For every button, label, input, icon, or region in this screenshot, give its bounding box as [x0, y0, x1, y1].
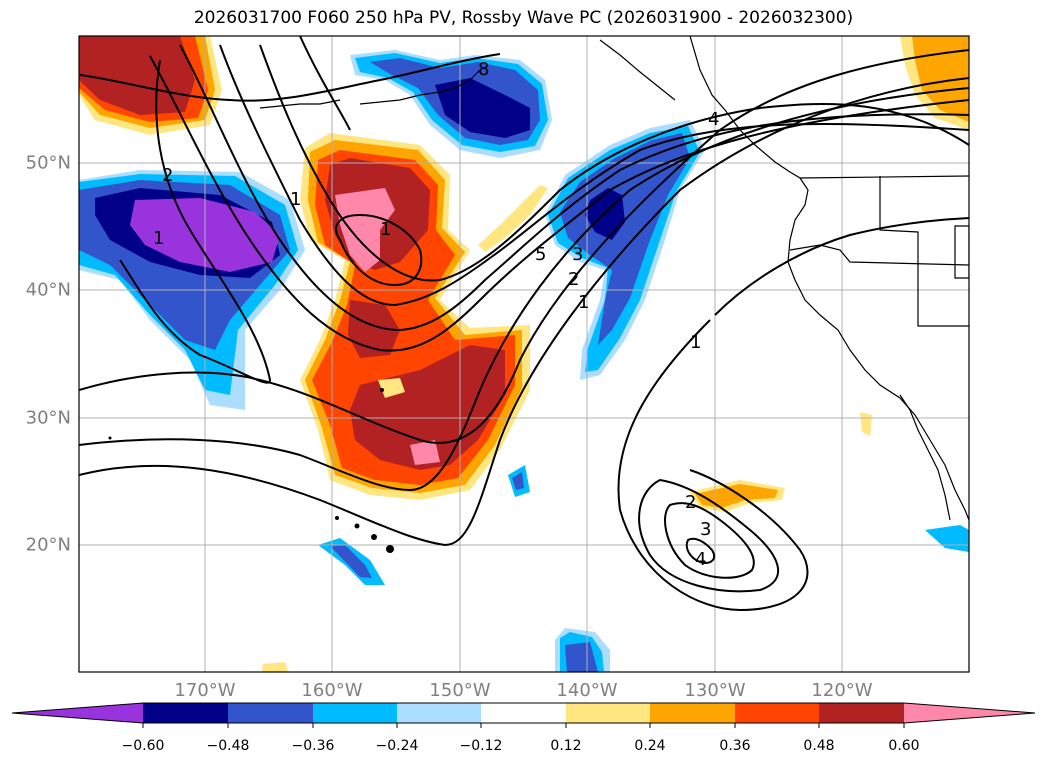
colorbar-extend-low	[12, 703, 143, 723]
contour-label: 3	[700, 519, 711, 540]
colorbar-segment	[481, 703, 566, 723]
latitude-label: 40°N	[25, 279, 71, 301]
colorbar	[11, 702, 1036, 728]
contour-label: 1	[380, 219, 391, 240]
colorbar-segment	[650, 703, 735, 723]
islands	[108, 388, 394, 553]
contour-label: 3	[572, 244, 583, 265]
colorbar-tick-label: −0.24	[375, 738, 419, 754]
contour-label: 2	[568, 269, 579, 290]
positive-anomaly-nw-corner	[79, 36, 222, 135]
latitude-label: 50°N	[25, 152, 71, 174]
longitude-label: 170°W	[174, 680, 236, 701]
colorbar-segment	[819, 703, 904, 723]
colorbar-segment	[313, 703, 397, 723]
map-area: 2 1 1 8 5 3 2 1 1 2 3 4 4 1	[79, 36, 969, 672]
colorbar-tick-label: 0.24	[634, 738, 666, 754]
colorbar-extend-high	[904, 703, 1035, 723]
contour-label: 2	[685, 492, 696, 513]
contour-label: 4	[695, 549, 706, 570]
contour-label: 8	[478, 59, 489, 80]
colorbar-segment	[566, 703, 650, 723]
positive-streak	[478, 185, 548, 252]
figure-title: 2026031700 F060 250 hPa PV, Rossby Wave …	[193, 8, 854, 28]
latitude-label: 20°N	[25, 534, 71, 556]
rossby-wave-contours	[79, 36, 969, 612]
colorbar-segment	[397, 703, 481, 723]
colorbar-tick-label: 0.12	[550, 738, 582, 754]
colorbar-tick-label: 0.48	[803, 738, 835, 754]
negative-anomaly-north	[350, 50, 552, 158]
contour-label: 2	[162, 165, 173, 186]
colorbar-tick-label: 0.36	[719, 738, 751, 754]
longitude-label: 150°W	[429, 680, 491, 701]
colorbar-segment	[735, 703, 819, 723]
contour-label: 1	[290, 189, 301, 210]
longitude-label: 160°W	[301, 680, 363, 701]
longitude-label: 130°W	[684, 680, 746, 701]
contour-label: 4	[708, 109, 719, 130]
longitude-label: 120°W	[811, 680, 873, 701]
colorbar-tick-label: −0.12	[459, 738, 503, 754]
positive-anomaly-central	[300, 133, 530, 500]
colorbar-segment	[143, 703, 228, 723]
contour-label: 5	[535, 244, 546, 265]
colorbar-tick-label: −0.48	[206, 738, 250, 754]
colorbar-tick-label: −0.36	[291, 738, 335, 754]
contour-label: 1	[690, 332, 701, 353]
positive-anomaly-southeast	[690, 480, 785, 512]
longitude-label: 140°W	[556, 680, 618, 701]
contour-label: 1	[153, 228, 164, 249]
colorbar-tick-label: −0.60	[121, 738, 165, 754]
small-anomalies	[262, 412, 969, 672]
colorbar-segment	[228, 703, 313, 723]
map-frame	[78, 35, 970, 673]
colorbar-tick-label: 0.60	[888, 738, 920, 754]
latitude-label: 30°N	[25, 407, 71, 429]
contour-labels: 2 1 1 8 5 3 2 1 1 2 3 4 4 1	[153, 59, 719, 570]
contour-label: 1	[578, 292, 589, 313]
